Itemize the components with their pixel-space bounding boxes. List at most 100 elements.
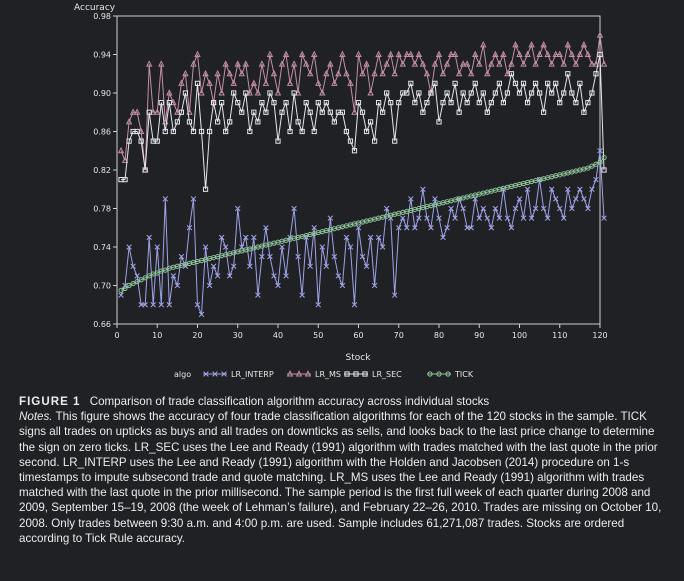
- data-point: [275, 282, 281, 289]
- data-point: [243, 234, 249, 241]
- data-point: [540, 40, 547, 48]
- data-point: [436, 215, 442, 221]
- data-point: [266, 50, 274, 57]
- data-point: [584, 50, 592, 57]
- data-point: [424, 100, 430, 106]
- data-point: [270, 69, 278, 77]
- data-point: [218, 89, 225, 96]
- data-point: [536, 50, 543, 57]
- data-point: [298, 50, 306, 57]
- data-point: [158, 60, 165, 67]
- data-point: [202, 244, 209, 250]
- data-point: [395, 50, 402, 57]
- data-point: [206, 128, 213, 135]
- data-point: [186, 224, 193, 231]
- data-point: [251, 109, 257, 115]
- data-point: [327, 109, 333, 115]
- data-point: [355, 100, 362, 106]
- data-point: [556, 205, 563, 212]
- caption-notes: Notes. This figure shows the accuracy of…: [19, 409, 669, 546]
- data-point: [589, 186, 595, 193]
- data-point: [444, 90, 450, 96]
- data-point: [343, 128, 350, 135]
- data-point: [194, 50, 201, 57]
- data-point: [408, 80, 414, 86]
- data-point: [247, 263, 253, 270]
- data-point: [178, 79, 185, 86]
- data-point: [178, 109, 185, 115]
- data-point: [376, 100, 382, 106]
- data-point: [516, 50, 523, 57]
- data-point: [126, 244, 132, 250]
- data-point: [255, 292, 261, 298]
- data-point: [585, 165, 591, 171]
- data-point: [504, 90, 511, 96]
- data-point: [391, 69, 398, 77]
- data-point: [355, 224, 362, 231]
- data-point: [190, 196, 197, 202]
- data-point: [601, 215, 607, 221]
- data-point: [311, 50, 318, 57]
- figure-label: FIGURE 1: [19, 395, 81, 408]
- data-point: [295, 253, 301, 260]
- data-point: [496, 80, 502, 86]
- data-point: [404, 224, 410, 231]
- x-tick-label: 50: [313, 331, 323, 340]
- data-point: [476, 215, 483, 221]
- data-point: [488, 224, 495, 231]
- data-point: [573, 100, 579, 106]
- series-line: [120, 35, 605, 171]
- data-point: [174, 119, 180, 125]
- data-point: [395, 224, 402, 231]
- data-point: [138, 301, 144, 308]
- data-point: [552, 196, 559, 202]
- y-tick-label: 0.86: [93, 128, 111, 137]
- data-point: [154, 244, 161, 250]
- data-point: [223, 128, 229, 135]
- data-point: [367, 119, 374, 125]
- data-point: [150, 108, 157, 115]
- data-point: [500, 50, 507, 57]
- data-point: [572, 60, 580, 67]
- data-point: [420, 186, 426, 193]
- data-point: [388, 100, 394, 106]
- data-point: [428, 224, 434, 231]
- data-point: [254, 89, 262, 96]
- x-tick-label: 20: [192, 331, 202, 340]
- data-point: [508, 224, 515, 231]
- data-point: [400, 215, 406, 221]
- plot-background: [116, 15, 601, 325]
- data-point: [351, 108, 358, 115]
- data-point: [553, 80, 559, 86]
- data-point: [118, 292, 124, 298]
- legend-marker: [304, 370, 312, 377]
- data-point: [178, 253, 185, 260]
- axis-ticks: 0 10 20 30 40 50 60 70 80 90 100 110 120 0.66 0.70 0.74…: [93, 12, 607, 340]
- legend-marker: [353, 371, 359, 377]
- data-point: [162, 128, 168, 135]
- data-point: [508, 71, 515, 77]
- data-point: [472, 196, 478, 202]
- data-point: [561, 215, 567, 221]
- data-point: [307, 109, 313, 115]
- data-point: [423, 69, 431, 77]
- data-point: [134, 273, 140, 279]
- data-point: [548, 60, 555, 67]
- y-tick-label: 0.74: [93, 243, 111, 252]
- data-point: [307, 263, 313, 270]
- data-point: [359, 109, 366, 115]
- x-tick-label: 10: [152, 331, 162, 340]
- data-point: [504, 69, 511, 77]
- data-point: [379, 244, 386, 250]
- data-point: [492, 205, 499, 212]
- data-point: [472, 50, 479, 57]
- data-point: [492, 90, 498, 96]
- data-point: [279, 244, 285, 250]
- data-point: [548, 186, 555, 193]
- data-point: [447, 50, 455, 57]
- data-point: [524, 50, 531, 57]
- y-tick-label: 0.78: [93, 205, 111, 214]
- data-point: [222, 60, 229, 67]
- data-point: [327, 60, 334, 67]
- data-point: [576, 50, 584, 57]
